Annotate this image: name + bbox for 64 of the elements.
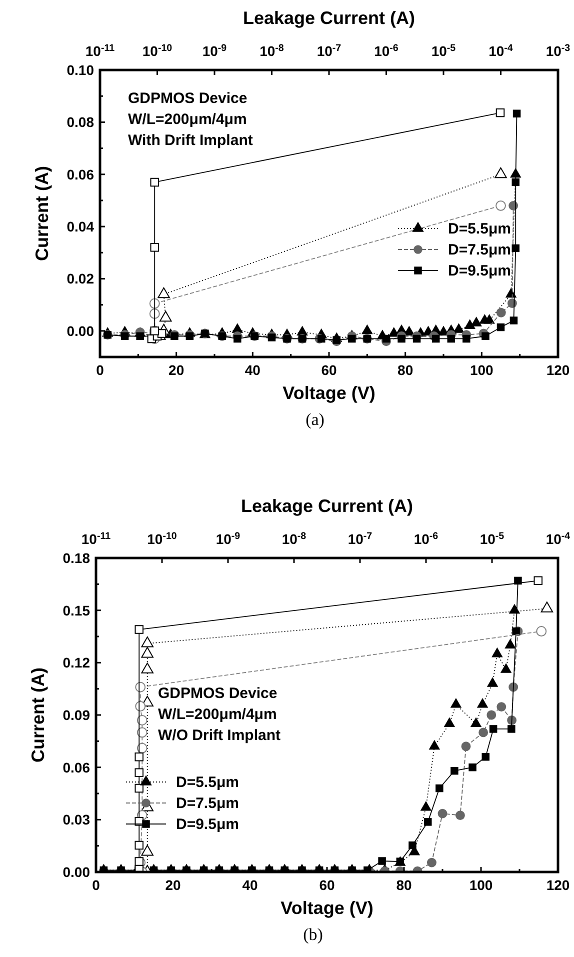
- x2-tick-label: 10$^{-11}$: [85, 42, 116, 59]
- x-tick-label: 80: [396, 877, 412, 893]
- x-tick-label: 120: [546, 362, 570, 378]
- annotation: GDPMOS Device: [128, 90, 248, 107]
- x-tick-label: 0: [96, 362, 104, 378]
- legend-label: D=7.5μm: [448, 242, 511, 258]
- x2-tick-label: 10$^{-7}$: [316, 42, 342, 59]
- y-tick-label: 0.15: [62, 602, 90, 618]
- y-tick-label: 0.08: [66, 114, 94, 130]
- x-tick-label: 20: [168, 362, 184, 378]
- x-tick-label: 60: [319, 877, 335, 893]
- x-tick-label: 60: [321, 362, 337, 378]
- x-axis-title: Voltage (V): [282, 383, 376, 403]
- annotation: With Drift Implant: [128, 132, 253, 149]
- y-tick-label: 0.06: [62, 759, 90, 776]
- y-axis-title: Current (A): [28, 668, 48, 762]
- y-tick-label: 0.00: [66, 322, 94, 339]
- x2-tick-label: 10$^{-9}$: [216, 530, 241, 547]
- x-tick-label: 100: [469, 877, 493, 893]
- x2-tick-label: 10$^{-6}$: [414, 530, 439, 547]
- x2-tick-label: 10$^{-4}$: [546, 530, 571, 547]
- x2-tick-label: 10$^{-8}$: [260, 42, 284, 59]
- x2-tick-label: 10$^{-5}$: [431, 42, 456, 59]
- x-tick-label: 80: [398, 362, 414, 378]
- x-axis-title: Voltage (V): [280, 898, 374, 918]
- x2-tick-label: 10$^{-5}$: [480, 530, 505, 547]
- y-tick-label: 0.00: [62, 864, 90, 880]
- x2-axis-title: Leakage Current (A): [242, 8, 416, 28]
- y-tick-label: 0.18: [62, 550, 90, 566]
- annotation: W/O Drift Implant: [158, 727, 280, 744]
- x2-tick-label: 10$^{-9}$: [202, 42, 228, 59]
- annotation: W/L=200μm/4μm: [158, 706, 277, 723]
- y-tick-label: 0.03: [62, 812, 90, 828]
- y-tick-label: 0.09: [62, 707, 90, 723]
- legend-label: D=5.5μm: [448, 220, 511, 238]
- annotation: W/L=200μm/4μm: [128, 111, 247, 128]
- annotation: GDPMOS Device: [158, 685, 278, 702]
- text: (a): [306, 410, 324, 429]
- x-tick-label: 40: [244, 362, 261, 378]
- x-tick-label: 120: [546, 877, 570, 893]
- x2-tick-label: 10$^{-6}$: [374, 42, 399, 59]
- x-tick-label: 100: [470, 362, 494, 378]
- x2-tick-label: 10$^{-10}$: [142, 42, 173, 59]
- x-tick-label: 0: [92, 877, 100, 893]
- x2-axis-title: Leakage Current (A): [240, 496, 414, 516]
- y-tick-label: 0.02: [66, 270, 94, 287]
- x-tick-label: 20: [165, 877, 181, 893]
- text: (b): [303, 925, 323, 944]
- y-axis-title: Current (A): [32, 166, 52, 261]
- legend-label: D=5.5μm: [176, 774, 239, 791]
- x-tick-label: 40: [242, 877, 258, 893]
- y-tick-label: 0.06: [66, 166, 94, 182]
- y-tick-label: 0.12: [62, 654, 90, 671]
- legend-label: D=9.5μm: [448, 262, 511, 280]
- x2-tick-label: 10$^{-8}$: [282, 530, 307, 547]
- x2-tick-label: 10$^{-3}$: [546, 42, 571, 59]
- x2-tick-label: 10$^{-10}$: [147, 530, 178, 547]
- legend-label: D=7.5μm: [176, 795, 239, 812]
- y-tick-label: 0.04: [66, 218, 94, 235]
- legend-label: D=9.5μm: [176, 816, 239, 833]
- x2-tick-label: 10$^{-7}$: [348, 530, 373, 547]
- x2-tick-label: 10$^{-4}$: [488, 42, 514, 59]
- y-tick-label: 0.10: [66, 62, 94, 78]
- x2-tick-label: 10$^{-11}$: [81, 530, 112, 547]
